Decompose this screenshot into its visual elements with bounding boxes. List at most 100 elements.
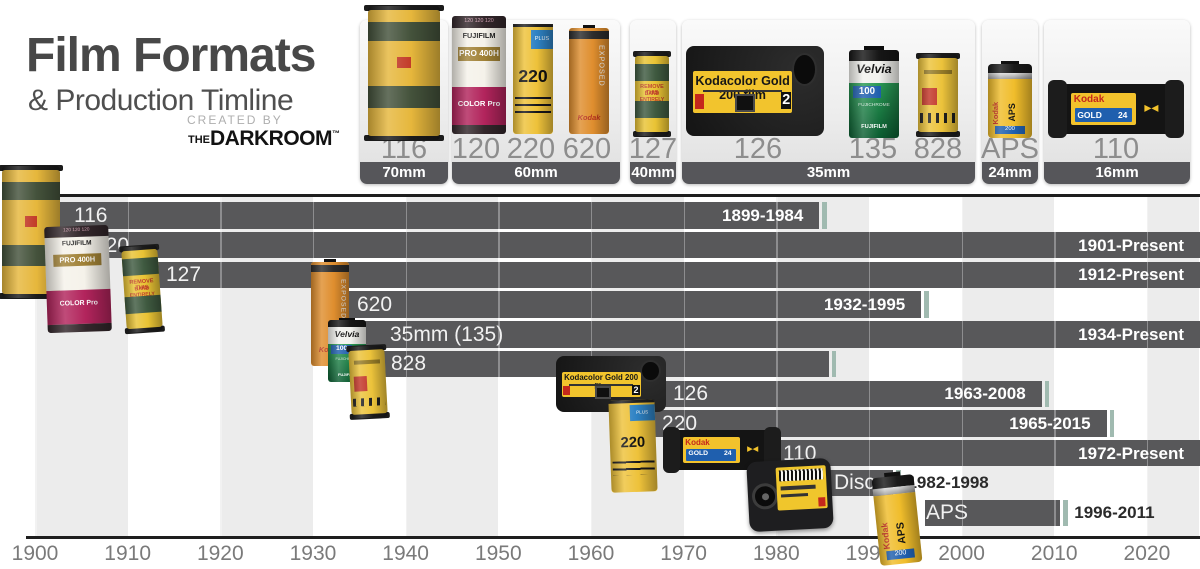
film-part [922, 88, 938, 105]
bar-date-label-127: 1912-Present [1078, 265, 1184, 285]
bar-format-label-35mm (135): 35mm (135) [390, 322, 504, 346]
axis-year-label-1900: 1900 [11, 542, 59, 565]
film-part: Velvia [849, 62, 899, 76]
film-art-pro400h: 120 120 120FUJIFILMPRO 400HCOLOR Pro [452, 16, 506, 134]
bar-date-label-Disc: 1982-1998 [907, 473, 989, 493]
film-art-roll127: REMOVE THISBAND ENTIRELY [632, 51, 672, 137]
axis-year-label-1980: 1980 [752, 542, 800, 565]
bar-date-label-35mm (135): 1934-Present [1078, 324, 1184, 344]
film-part: Kodak GOLD 24 [1071, 93, 1137, 125]
film-part [923, 70, 953, 75]
gridline-overlay-1970 [683, 197, 686, 537]
film-part [363, 135, 445, 141]
film-part: ▸◂ [747, 443, 759, 455]
discontinue-tick-126 [1044, 380, 1050, 407]
film-part [988, 64, 1032, 73]
film-part: Kodak [685, 438, 710, 448]
film-part [569, 28, 609, 134]
brand-logo: THEDARKROOM™ [188, 127, 340, 151]
format-number-label-135: 135 [848, 133, 898, 165]
discontinue-tick-116 [822, 202, 827, 229]
film-part [1001, 61, 1019, 65]
film-part [583, 24, 595, 31]
gridline-overlay-2000 [961, 197, 964, 537]
bar-date-label-120: 1901-Present [1078, 235, 1184, 255]
film-part [2, 181, 60, 201]
film-part: GOLD 24 [1075, 108, 1133, 123]
film-part: GOLD 24 [686, 449, 737, 461]
film-part [1164, 80, 1184, 138]
film-part [513, 24, 553, 28]
film-part [452, 16, 506, 134]
film-part [328, 327, 366, 344]
film-part [121, 244, 163, 334]
discontinue-tick-220 [1109, 410, 1115, 437]
film-part [920, 113, 956, 123]
gridline-overlay-1920 [220, 197, 222, 537]
film-part [311, 265, 349, 273]
film-part [368, 86, 440, 108]
film-part [849, 60, 899, 84]
gridline-overlay-1910 [127, 197, 130, 537]
timeline-bar-126 [618, 380, 1042, 407]
film-part [849, 50, 899, 138]
film-part [594, 385, 612, 399]
film-part [915, 131, 961, 137]
film-part [324, 258, 336, 265]
bar-format-label-127: 127 [166, 263, 202, 287]
film-part: 24 [1117, 109, 1128, 120]
film-part: FUJIFILM [849, 124, 899, 130]
film-art-roll828 [915, 53, 961, 137]
film-part [734, 93, 755, 113]
film-art-aps: KodakAPS200 [871, 471, 923, 566]
discontinue-tick-828 [831, 350, 837, 378]
film-art-cart110: Kodak GOLD 24 ▸◂ [1048, 80, 1184, 138]
film-art-pro400h: 120 120 120FUJIFILMPRO 400HCOLOR Pro [44, 224, 112, 334]
film-part: 100 [853, 86, 881, 99]
discontinue-tick-APS [1063, 499, 1068, 526]
discontinue-tick-620 [924, 291, 929, 318]
film-part [563, 385, 571, 396]
film-part [452, 86, 506, 125]
film-part: ▸◂ [1144, 99, 1159, 115]
format-number-label-220: 220 [506, 133, 556, 165]
trademark-symbol: ™ [332, 129, 340, 138]
film-part [632, 131, 672, 137]
film-part [918, 54, 958, 136]
gridline-overlay-2010 [1054, 197, 1056, 537]
format-number-label-126: 126 [733, 133, 783, 165]
film-part [864, 46, 884, 51]
film-part [1048, 80, 1068, 138]
film-part [915, 53, 961, 59]
film-part: 24 [724, 450, 732, 458]
bar-date-label-110: 1972-Present [1078, 443, 1184, 463]
film-part: Kodak [1073, 94, 1105, 106]
timeline-bar-127 [146, 261, 1200, 289]
axis-year-label-2020: 2020 [1123, 542, 1171, 565]
axis-year-label-1910: 1910 [104, 542, 152, 565]
film-part [792, 53, 818, 86]
format-number-label-828: 828 [913, 133, 963, 165]
film-part: FUJIFILM [328, 372, 366, 377]
axis-year-label-1930: 1930 [289, 542, 337, 565]
format-number-label-620: 620 [562, 133, 612, 165]
gridline-overlay-1950 [498, 197, 500, 537]
brand-main: DARKROOM [210, 127, 333, 150]
film-part: 200 [995, 126, 1025, 134]
film-part [635, 52, 669, 136]
timeline-bar-APS [924, 499, 1061, 526]
film-part [44, 224, 112, 334]
axis-year-label-2000: 2000 [938, 542, 985, 565]
film-part [818, 497, 826, 507]
film-part: FUJIFILM [452, 31, 506, 40]
film-art-roll220: PLUS220 [608, 399, 658, 493]
bar-format-label-APS: APS [926, 501, 969, 524]
film-part [780, 484, 816, 491]
film-part [25, 216, 37, 227]
credit-label: CREATED BY [187, 113, 283, 127]
film-part: 120 120 120 [452, 16, 506, 28]
format-number-label-127: 127 [628, 133, 678, 165]
brand-the: THE [188, 134, 210, 146]
